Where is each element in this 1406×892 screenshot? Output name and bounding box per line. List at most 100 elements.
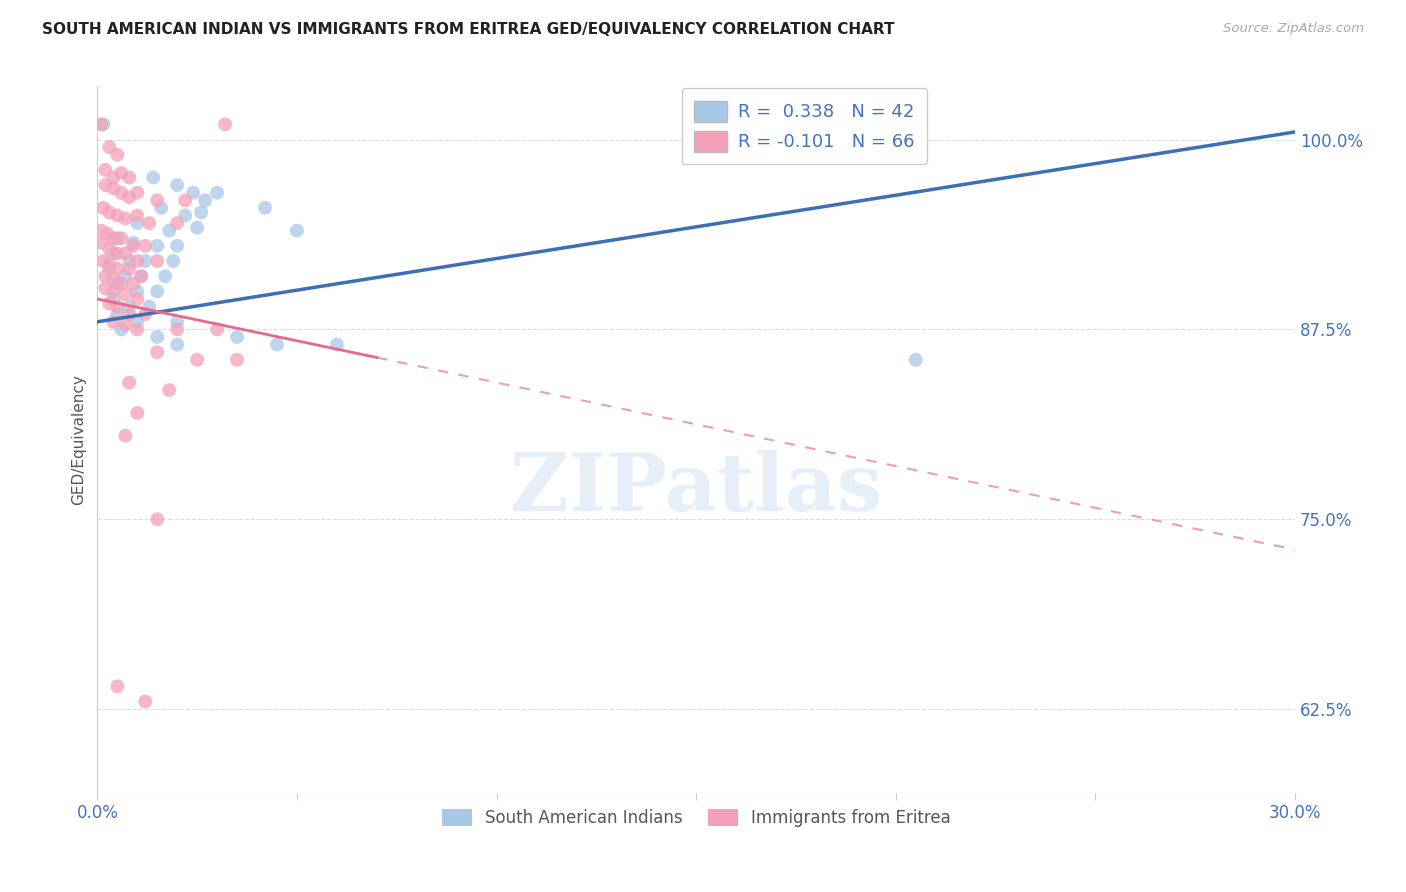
Point bbox=[174, 209, 197, 223]
Point bbox=[110, 231, 132, 245]
Point bbox=[146, 512, 169, 526]
Text: ZIPatlas: ZIPatlas bbox=[510, 450, 883, 528]
Point bbox=[110, 166, 132, 180]
Point bbox=[103, 231, 125, 245]
Point bbox=[105, 246, 128, 260]
Point bbox=[146, 194, 169, 208]
Point bbox=[110, 322, 132, 336]
Point bbox=[134, 307, 156, 321]
Point bbox=[186, 220, 208, 235]
Point bbox=[90, 235, 112, 250]
Text: SOUTH AMERICAN INDIAN VS IMMIGRANTS FROM ERITREA GED/EQUIVALENCY CORRELATION CHA: SOUTH AMERICAN INDIAN VS IMMIGRANTS FROM… bbox=[42, 22, 894, 37]
Point bbox=[94, 269, 117, 284]
Point bbox=[105, 209, 128, 223]
Point bbox=[904, 352, 927, 367]
Point bbox=[91, 254, 114, 268]
Text: Source: ZipAtlas.com: Source: ZipAtlas.com bbox=[1223, 22, 1364, 36]
Point bbox=[138, 300, 160, 314]
Point bbox=[118, 170, 141, 185]
Point bbox=[90, 224, 112, 238]
Y-axis label: GED/Equivalency: GED/Equivalency bbox=[72, 374, 86, 505]
Point bbox=[114, 246, 136, 260]
Point bbox=[118, 376, 141, 390]
Point bbox=[127, 216, 149, 230]
Point bbox=[105, 261, 128, 276]
Point bbox=[205, 186, 228, 200]
Point bbox=[91, 201, 114, 215]
Point bbox=[110, 277, 132, 291]
Point bbox=[118, 300, 141, 314]
Point bbox=[98, 261, 121, 276]
Point bbox=[162, 254, 184, 268]
Point bbox=[134, 694, 156, 708]
Point bbox=[174, 194, 197, 208]
Point bbox=[214, 117, 236, 131]
Point bbox=[103, 292, 125, 306]
Point bbox=[190, 205, 212, 219]
Point bbox=[103, 170, 125, 185]
Point bbox=[166, 322, 188, 336]
Point bbox=[146, 330, 169, 344]
Point bbox=[134, 239, 156, 253]
Point bbox=[103, 181, 125, 195]
Point bbox=[94, 281, 117, 295]
Point bbox=[129, 269, 152, 284]
Point bbox=[122, 239, 145, 253]
Point bbox=[166, 337, 188, 351]
Point bbox=[146, 345, 169, 359]
Point bbox=[134, 254, 156, 268]
Point bbox=[127, 254, 149, 268]
Point bbox=[114, 287, 136, 301]
Point bbox=[114, 318, 136, 332]
Point bbox=[138, 216, 160, 230]
Point bbox=[205, 322, 228, 336]
Point bbox=[146, 254, 169, 268]
Point bbox=[98, 205, 121, 219]
Point bbox=[98, 140, 121, 154]
Point bbox=[110, 186, 132, 200]
Point bbox=[122, 277, 145, 291]
Point bbox=[166, 315, 188, 329]
Point bbox=[114, 428, 136, 442]
Point bbox=[114, 269, 136, 284]
Point bbox=[266, 337, 288, 351]
Point bbox=[96, 227, 118, 241]
Point bbox=[122, 235, 145, 250]
Point bbox=[127, 285, 149, 299]
Point bbox=[105, 147, 128, 161]
Point bbox=[181, 186, 204, 200]
Point bbox=[142, 170, 165, 185]
Point bbox=[103, 285, 125, 299]
Point bbox=[127, 315, 149, 329]
Point bbox=[194, 194, 217, 208]
Point bbox=[98, 242, 121, 256]
Point bbox=[127, 186, 149, 200]
Point bbox=[118, 190, 141, 204]
Point bbox=[90, 117, 112, 131]
Point bbox=[91, 117, 114, 131]
Point bbox=[103, 272, 125, 286]
Point bbox=[157, 224, 180, 238]
Point bbox=[118, 254, 141, 268]
Point bbox=[127, 406, 149, 420]
Point bbox=[105, 679, 128, 693]
Point bbox=[105, 277, 128, 291]
Point bbox=[105, 307, 128, 321]
Point bbox=[118, 261, 141, 276]
Point bbox=[127, 209, 149, 223]
Legend: South American Indians, Immigrants from Eritrea: South American Indians, Immigrants from … bbox=[434, 802, 957, 834]
Point bbox=[146, 285, 169, 299]
Point bbox=[94, 162, 117, 177]
Point bbox=[103, 315, 125, 329]
Point bbox=[98, 257, 121, 271]
Point bbox=[326, 337, 349, 351]
Point bbox=[253, 201, 276, 215]
Point bbox=[186, 352, 208, 367]
Point bbox=[146, 239, 169, 253]
Point bbox=[129, 269, 152, 284]
Point bbox=[127, 292, 149, 306]
Point bbox=[285, 224, 308, 238]
Point bbox=[105, 231, 128, 245]
Point bbox=[166, 216, 188, 230]
Point bbox=[94, 178, 117, 192]
